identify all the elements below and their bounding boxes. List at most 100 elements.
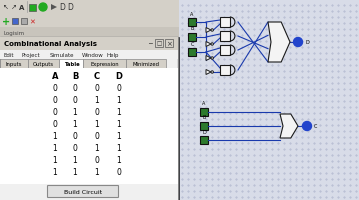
FancyBboxPatch shape: [21, 19, 27, 25]
Polygon shape: [268, 23, 290, 63]
FancyBboxPatch shape: [0, 51, 178, 60]
Text: D: D: [305, 40, 309, 45]
Text: B: B: [202, 115, 206, 120]
FancyBboxPatch shape: [83, 60, 126, 69]
Text: □: □: [157, 41, 162, 46]
Text: 1: 1: [73, 168, 78, 177]
Text: Expression: Expression: [90, 62, 119, 67]
Text: 1: 1: [117, 132, 121, 141]
Text: Project: Project: [21, 53, 39, 58]
Text: 0: 0: [52, 120, 57, 129]
FancyBboxPatch shape: [188, 19, 196, 27]
FancyBboxPatch shape: [0, 0, 359, 15]
Text: 1: 1: [95, 120, 99, 129]
Text: 0: 0: [52, 96, 57, 105]
Text: 1: 1: [73, 120, 78, 129]
Polygon shape: [280, 114, 298, 138]
Circle shape: [294, 38, 303, 47]
Text: 1: 1: [117, 108, 121, 117]
Circle shape: [39, 4, 47, 12]
FancyBboxPatch shape: [0, 28, 180, 38]
Text: Simulate: Simulate: [50, 53, 74, 58]
FancyBboxPatch shape: [0, 184, 178, 200]
FancyBboxPatch shape: [47, 186, 118, 198]
FancyBboxPatch shape: [29, 5, 36, 12]
Text: Window: Window: [81, 53, 103, 58]
Text: 1: 1: [117, 144, 121, 153]
Text: 0: 0: [52, 108, 57, 117]
Text: 1: 1: [95, 96, 99, 105]
Text: 0: 0: [94, 84, 99, 93]
Text: ↗: ↗: [11, 4, 17, 10]
FancyBboxPatch shape: [155, 40, 163, 48]
Circle shape: [211, 44, 213, 46]
Polygon shape: [206, 42, 211, 47]
Text: 1: 1: [95, 144, 99, 153]
Text: C: C: [314, 124, 317, 129]
Text: B: B: [72, 72, 78, 81]
Text: 0: 0: [94, 132, 99, 141]
Text: ×: ×: [166, 41, 172, 47]
Text: C: C: [190, 41, 194, 46]
Text: 1: 1: [73, 156, 78, 165]
FancyBboxPatch shape: [0, 60, 28, 69]
FancyBboxPatch shape: [0, 15, 180, 28]
Text: 0: 0: [73, 84, 78, 93]
FancyBboxPatch shape: [220, 32, 230, 42]
Text: +: +: [2, 17, 10, 27]
Text: Build Circuit: Build Circuit: [64, 189, 102, 194]
Circle shape: [303, 122, 312, 131]
Text: 0: 0: [52, 84, 57, 93]
FancyBboxPatch shape: [200, 122, 208, 130]
Circle shape: [211, 30, 213, 32]
FancyBboxPatch shape: [0, 69, 178, 184]
FancyBboxPatch shape: [0, 38, 178, 200]
Text: A: A: [202, 101, 206, 106]
Text: 0: 0: [73, 132, 78, 141]
Text: A: A: [52, 72, 58, 81]
Text: ✕: ✕: [29, 19, 35, 25]
Text: 1: 1: [117, 120, 121, 129]
Text: Outputs: Outputs: [33, 62, 54, 67]
Text: A: A: [19, 5, 25, 11]
FancyBboxPatch shape: [59, 60, 83, 69]
Circle shape: [211, 71, 213, 74]
FancyBboxPatch shape: [12, 19, 18, 25]
FancyBboxPatch shape: [220, 46, 230, 56]
Text: Combinational Analysis: Combinational Analysis: [4, 41, 97, 47]
Text: D: D: [59, 3, 65, 12]
Text: Inputs: Inputs: [6, 62, 22, 67]
FancyBboxPatch shape: [165, 40, 173, 48]
Text: D: D: [67, 3, 73, 12]
FancyBboxPatch shape: [200, 108, 208, 116]
Text: 1: 1: [95, 168, 99, 177]
Text: ─: ─: [148, 41, 152, 46]
Text: 1: 1: [53, 168, 57, 177]
Polygon shape: [51, 5, 57, 11]
Text: Minimized: Minimized: [132, 62, 159, 67]
FancyBboxPatch shape: [28, 60, 59, 69]
Text: 0: 0: [73, 144, 78, 153]
Text: 0: 0: [117, 84, 121, 93]
Text: 1: 1: [53, 144, 57, 153]
FancyBboxPatch shape: [200, 136, 208, 144]
Circle shape: [211, 58, 213, 60]
Text: 1: 1: [73, 108, 78, 117]
Text: 0: 0: [117, 168, 121, 177]
FancyBboxPatch shape: [126, 60, 165, 69]
FancyBboxPatch shape: [179, 0, 359, 200]
Text: Edit: Edit: [3, 53, 14, 58]
Text: B: B: [190, 26, 194, 31]
Text: D: D: [202, 129, 206, 134]
Text: 0: 0: [73, 96, 78, 105]
Text: 1: 1: [53, 132, 57, 141]
FancyBboxPatch shape: [220, 66, 230, 76]
FancyBboxPatch shape: [0, 38, 178, 51]
FancyBboxPatch shape: [188, 49, 196, 57]
Text: A: A: [190, 11, 194, 16]
Text: C: C: [94, 72, 100, 81]
Polygon shape: [206, 28, 211, 33]
Polygon shape: [206, 70, 211, 75]
Text: 1: 1: [117, 96, 121, 105]
Text: 1: 1: [117, 156, 121, 165]
